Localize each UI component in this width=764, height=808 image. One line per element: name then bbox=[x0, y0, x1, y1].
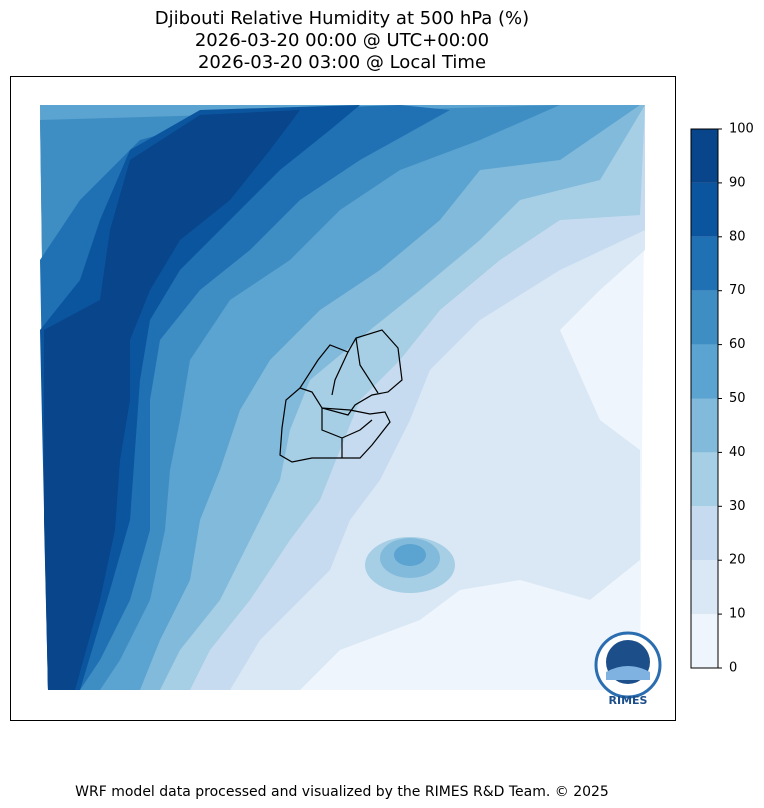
logo: RIMES bbox=[594, 631, 662, 707]
title-line: 2026-03-20 03:00 @ Local Time bbox=[198, 52, 486, 73]
logo-text: RIMES bbox=[609, 694, 648, 707]
tick-label: 90 bbox=[729, 175, 746, 190]
colorbar: 0 10 20 30 40 50 60 70 80 90 100 bbox=[690, 122, 754, 676]
colorbar-segment bbox=[691, 452, 718, 507]
contour-region bbox=[394, 544, 426, 566]
tick-label: 100 bbox=[729, 122, 754, 137]
tick-label: 30 bbox=[729, 499, 746, 514]
tick-label: 20 bbox=[729, 553, 746, 568]
tick-label: 80 bbox=[729, 229, 746, 244]
title-line: 2026-03-20 00:00 @ UTC+00:00 bbox=[195, 30, 489, 51]
tick-label: 0 bbox=[729, 661, 737, 676]
colorbar-segment bbox=[691, 290, 718, 345]
tick-label: 70 bbox=[729, 283, 746, 298]
colorbar-segment bbox=[691, 506, 718, 561]
tick-label: 10 bbox=[729, 607, 746, 622]
title-line: Djibouti Relative Humidity at 500 hPa (%… bbox=[155, 8, 529, 29]
tick-label: 40 bbox=[729, 445, 746, 460]
colorbar-segment bbox=[691, 129, 718, 183]
colorbar-segment bbox=[691, 398, 718, 453]
contour-region bbox=[44, 110, 300, 690]
colorbar-segment bbox=[691, 560, 718, 615]
tick-label: 50 bbox=[729, 391, 746, 406]
colorbar-segment bbox=[691, 236, 718, 291]
map-fill bbox=[40, 105, 645, 690]
country-borders bbox=[279, 329, 403, 463]
map-frame bbox=[10, 76, 676, 721]
colorbar-segment bbox=[691, 182, 718, 237]
tick-label: 60 bbox=[729, 337, 746, 352]
colorbar-segment bbox=[691, 344, 718, 399]
colorbar-segment bbox=[691, 614, 718, 668]
footer: WRF model data processed and visualized … bbox=[75, 784, 609, 800]
